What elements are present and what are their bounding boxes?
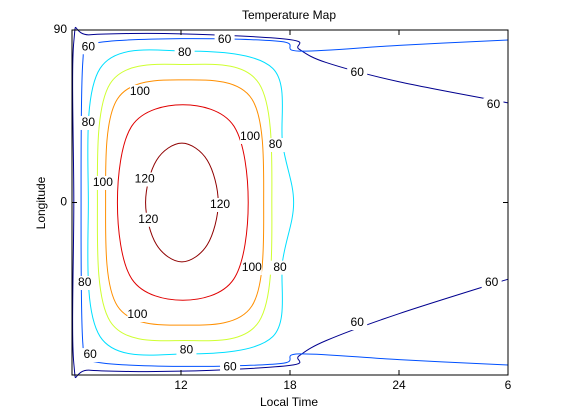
contour-line (105, 79, 265, 326)
contour-label-bg (265, 138, 286, 152)
contour-label-bg (220, 360, 241, 375)
contour-label-bg (210, 197, 231, 212)
contour-label: 100 (127, 307, 147, 321)
contour-label: 60 (223, 360, 237, 374)
y-tick-label: 90 (54, 22, 68, 36)
contour-label: 100 (240, 129, 260, 143)
contour-label-bg (176, 343, 197, 358)
chart-title: Temperature Map (242, 8, 336, 22)
contour-label: 60 (218, 32, 232, 46)
contour-label-bg (127, 308, 148, 323)
contour-line (87, 49, 295, 356)
contour-label-bg (481, 276, 502, 290)
contour-label: 100 (130, 84, 150, 98)
contour-label: 60 (485, 275, 499, 289)
x-tick-label: 18 (283, 378, 297, 392)
x-tick-label: 24 (392, 378, 406, 392)
contour-label-bg (241, 261, 262, 276)
contour-label: 120 (135, 172, 155, 186)
contour-label: 120 (210, 197, 230, 211)
contour-label: 80 (178, 45, 192, 59)
contour-line (96, 63, 273, 342)
contour-label-bg (74, 276, 95, 290)
contour-label: 120 (138, 212, 158, 226)
x-tick-label: 6 (505, 378, 512, 392)
contour-label: 80 (82, 115, 96, 129)
contour-label: 80 (269, 137, 283, 151)
contour-label-bg (80, 348, 101, 363)
contour-label-bg (240, 129, 261, 144)
contour-label-bg (174, 46, 195, 60)
contour-label-bg (92, 175, 113, 190)
contour-label: 60 (82, 39, 96, 53)
contour-label-bg (138, 212, 159, 227)
contour-label-bg (347, 316, 368, 331)
contour-label-bg (214, 32, 235, 47)
contour-label: 80 (180, 342, 194, 356)
contour-line (116, 104, 249, 301)
y-tick-label: 0 (60, 195, 67, 209)
contour-line (145, 142, 219, 263)
x-axis-label: Local Time (260, 395, 318, 409)
contour-label: 100 (93, 175, 113, 189)
contour-label-bg (347, 65, 368, 80)
x-tick-label: 12 (174, 378, 188, 392)
contour-label-bg (483, 97, 504, 112)
contour-label-bg (270, 260, 291, 275)
y-axis-label: Longitude (34, 176, 48, 229)
contour-label: 60 (351, 65, 365, 79)
contour-label: 80 (273, 260, 287, 274)
contour-label-bg (134, 172, 155, 187)
contour-label: 60 (83, 347, 97, 361)
contour-label-bg (129, 84, 150, 99)
contour-line (80, 38, 509, 367)
contour-label: 60 (351, 315, 365, 329)
contour-label: 100 (242, 260, 262, 274)
contour-label-bg (78, 40, 99, 55)
contour-label: 60 (487, 97, 501, 111)
contour-label-bg (78, 115, 99, 130)
contour-label: 80 (78, 275, 92, 289)
